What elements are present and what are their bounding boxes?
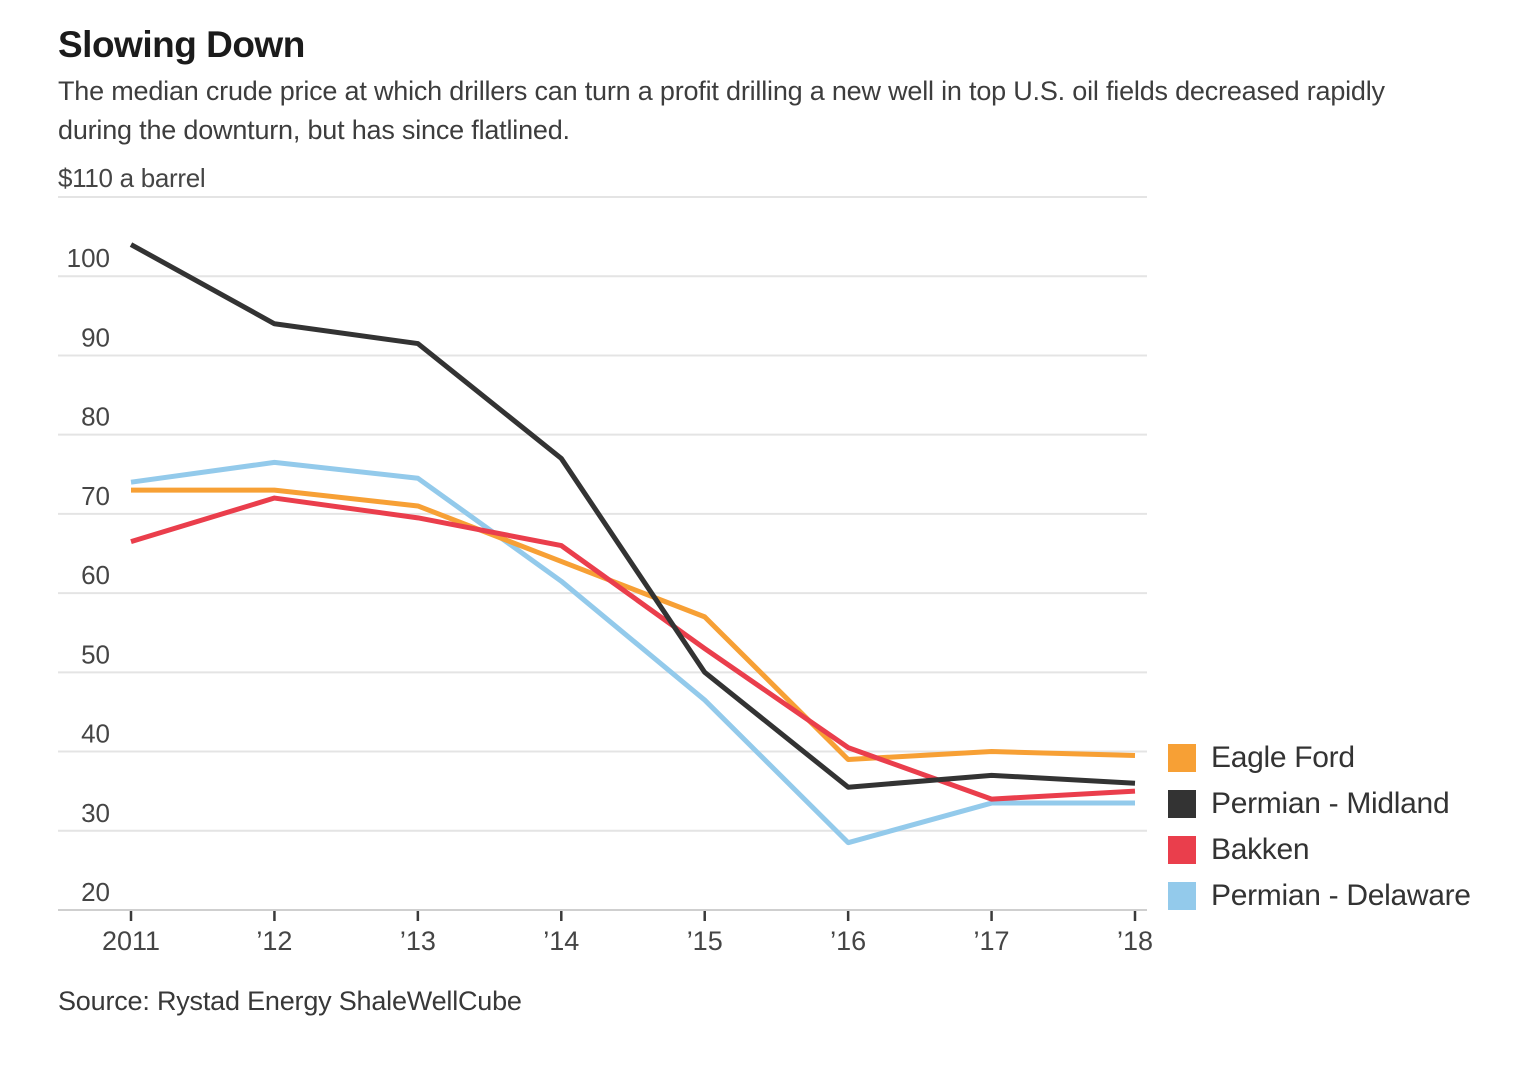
legend-label-permian-midland: Permian - Midland (1211, 787, 1450, 820)
chart-line-bakken (130, 495, 1136, 802)
chart-line-permian-delaware (130, 459, 1135, 846)
legend-swatch-permian-delaware (1168, 882, 1196, 910)
legend-label-eagle-ford: Eagle Ford (1211, 741, 1355, 774)
x-tick-label: ’12 (256, 926, 292, 956)
y-tick-label: 30 (81, 798, 110, 828)
legend-item-bakken: Bakken (1168, 833, 1471, 866)
x-tick-label: ’13 (400, 926, 436, 956)
x-tick-label: ’17 (974, 926, 1010, 956)
legend-label-permian-delaware: Permian - Delaware (1211, 879, 1471, 912)
y-tick-label: 70 (81, 481, 110, 511)
legend-item-permian-delaware: Permian - Delaware (1168, 879, 1471, 912)
x-tick-label: ’14 (543, 926, 579, 956)
x-tick-label: ’16 (830, 926, 866, 956)
source-note: Source: Rystad Energy ShaleWellCube (58, 986, 522, 1016)
y-tick-label: 90 (81, 322, 110, 352)
chart-legend: Eagle Ford Permian - Midland Bakken Permian… (1168, 741, 1471, 928)
legend-swatch-permian-midland (1168, 790, 1196, 818)
y-axis-unit-label: $110 a barrel (58, 163, 206, 193)
legend-item-permian-midland: Permian - Midland (1168, 787, 1471, 820)
y-tick-label: 50 (81, 639, 110, 669)
legend-item-eagle-ford: Eagle Ford (1168, 741, 1471, 774)
chart-line-eagle-ford (131, 487, 1136, 762)
legend-swatch-bakken (1168, 836, 1196, 864)
y-tick-label: 40 (81, 719, 110, 749)
chart-title: Slowing Down (58, 24, 305, 65)
legend-label-bakken: Bakken (1211, 833, 1310, 866)
y-tick-label: 80 (81, 402, 110, 432)
x-tick-label: ’18 (1117, 926, 1153, 956)
y-tick-label: 100 (67, 243, 110, 273)
chart-subtitle: The median crude price at which drillers… (58, 76, 1385, 145)
legend-swatch-eagle-ford (1168, 744, 1196, 772)
x-tick-label: ’15 (687, 926, 723, 956)
chart-line-permian-midland (129, 242, 1136, 790)
y-tick-label: 60 (81, 560, 110, 590)
x-tick-label: 2011 (102, 926, 160, 956)
y-tick-label: 20 (81, 877, 110, 907)
